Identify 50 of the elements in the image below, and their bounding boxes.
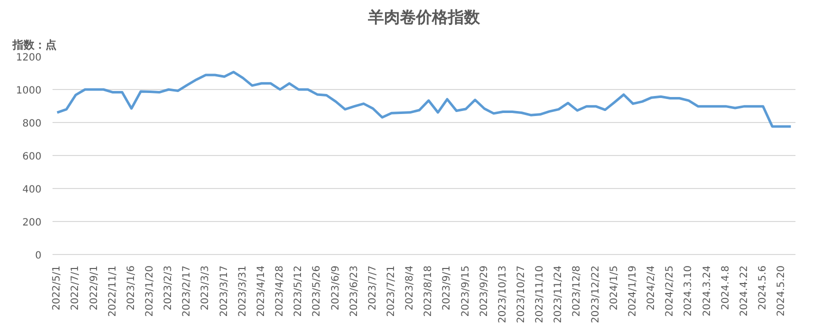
y-tick-label: 400 bbox=[22, 184, 42, 196]
y-tick-label: 600 bbox=[22, 152, 42, 162]
x-tick-label: 2022/9/1 bbox=[88, 265, 100, 310]
x-tick-label: 2023/5/12 bbox=[293, 265, 304, 317]
x-tick-label: 2022/5/1 bbox=[52, 265, 63, 310]
x-tick-label: 2024/2/4 bbox=[646, 265, 658, 310]
x-tick-label: 2023/10/27 bbox=[516, 265, 528, 324]
x-tick-label: 2023/11/24 bbox=[553, 265, 564, 324]
x-tick-label: 2023/2/3 bbox=[163, 265, 174, 310]
y-tick-label: 1200 bbox=[16, 52, 42, 64]
x-tick-label: 2023/9/1 bbox=[442, 265, 453, 310]
x-tick-label: 2023/8/4 bbox=[404, 265, 416, 310]
x-tick-label: 2023/5/26 bbox=[312, 265, 323, 317]
x-tick-label: 2024.4.8 bbox=[720, 266, 732, 310]
x-tick-label: 2023/9/29 bbox=[478, 265, 490, 317]
x-tick-label: 2023/7/21 bbox=[386, 265, 397, 317]
x-tick-label: 2024/1/19 bbox=[627, 265, 638, 317]
x-tick-label: 2023/1/20 bbox=[144, 265, 156, 317]
x-tick-label: 2024.3.10 bbox=[683, 265, 694, 316]
x-tick-label: 2023/3/31 bbox=[237, 265, 248, 317]
y-tick-label: 200 bbox=[22, 218, 42, 228]
x-tick-label: 2024.5.20 bbox=[776, 265, 788, 316]
x-tick-label: 2024/1/5 bbox=[608, 265, 620, 310]
x-tick-label: 2023/3/17 bbox=[218, 265, 230, 317]
chart-title: 羊肉卷价格指数 bbox=[367, 8, 481, 26]
x-tick-label: 2023/11/10 bbox=[534, 265, 546, 324]
x-tick-label: 2023/6/23 bbox=[348, 265, 360, 317]
x-tick-label: 2023/8/18 bbox=[423, 265, 434, 317]
x-tick-label: 2023/4/28 bbox=[274, 265, 286, 317]
x-tick-label: 2023/3/3 bbox=[200, 265, 212, 310]
y-tick-label: 800 bbox=[22, 118, 42, 130]
line-series bbox=[56, 70, 792, 128]
x-tick-label: 2022/11/1 bbox=[107, 265, 118, 317]
x-tick-label: 2024.4.22 bbox=[738, 265, 750, 316]
x-tick-label: 2022/7/1 bbox=[70, 265, 82, 310]
y-tick-label: 0 bbox=[35, 250, 42, 262]
x-tick-label: 2023/6/9 bbox=[330, 265, 342, 310]
x-tick-label: 2023/9/15 bbox=[460, 265, 472, 317]
x-tick-label: 2023/4/14 bbox=[256, 265, 267, 317]
x-tick-label: 2023/7/7 bbox=[367, 265, 378, 310]
y-tick-label: 1000 bbox=[16, 86, 42, 96]
x-tick-label: 2023/12/22 bbox=[590, 265, 602, 324]
x-tick-label: 2023/12/8 bbox=[572, 265, 583, 317]
x-tick-label: 2023/2/17 bbox=[182, 265, 193, 317]
y-axis-title: 指数：点 bbox=[12, 38, 56, 52]
x-tick-label: 2023/1/6 bbox=[126, 265, 137, 310]
x-tick-label: 2023/10/13 bbox=[497, 265, 508, 324]
x-tick-label: 2024.5.6 bbox=[757, 266, 768, 310]
x-tick-label: 2024/2/25 bbox=[664, 265, 676, 317]
x-tick-label: 2024.3.24 bbox=[702, 265, 713, 316]
